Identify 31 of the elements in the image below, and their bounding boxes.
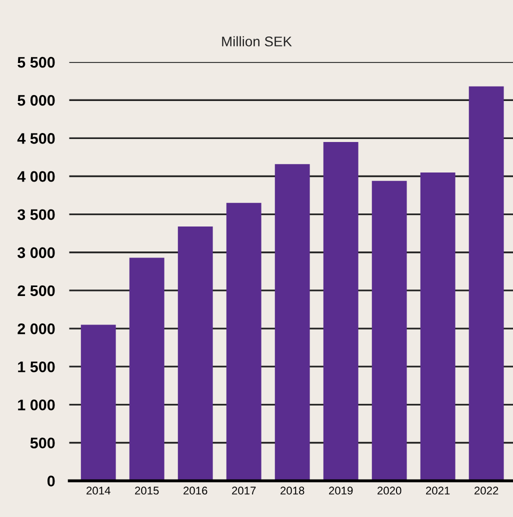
bar — [80, 324, 116, 481]
x-tick-label: 2014 — [86, 486, 110, 495]
y-tick-label: 5 000 — [18, 94, 55, 106]
y-tick-label: 4 500 — [17, 133, 55, 144]
bar — [323, 142, 358, 481]
y-tick-label: 5 500 — [18, 56, 55, 68]
x-tick-label: 2015 — [135, 486, 159, 495]
chart-subtitle: Million SEK — [222, 36, 292, 46]
bar — [178, 226, 213, 481]
y-tick-label: 1 500 — [18, 361, 55, 372]
x-tick-label: 2017 — [232, 486, 256, 495]
y-tick-label: 0 — [47, 476, 55, 486]
y-tick-label: 2 500 — [18, 285, 55, 296]
bar — [226, 202, 262, 481]
y-tick-label: 3 000 — [17, 247, 55, 258]
y-tick-label: 3 500 — [17, 209, 55, 220]
y-tick-label: 4 000 — [17, 171, 55, 182]
x-tick-label: 2019 — [329, 486, 353, 495]
x-tick-label: 2016 — [184, 486, 208, 495]
bar — [420, 172, 456, 481]
bar — [129, 258, 164, 481]
y-tick-label: 1 000 — [18, 400, 55, 410]
bar — [468, 86, 504, 481]
bar — [372, 180, 407, 481]
x-tick-label: 2021 — [426, 486, 450, 495]
y-tick-label: 2 000 — [18, 323, 55, 334]
x-tick-label: 2018 — [280, 486, 304, 495]
y-tick-label: 500 — [30, 438, 55, 448]
bar — [274, 164, 310, 481]
x-tick-label: 2022 — [474, 486, 498, 495]
x-tick-label: 2020 — [378, 486, 402, 495]
